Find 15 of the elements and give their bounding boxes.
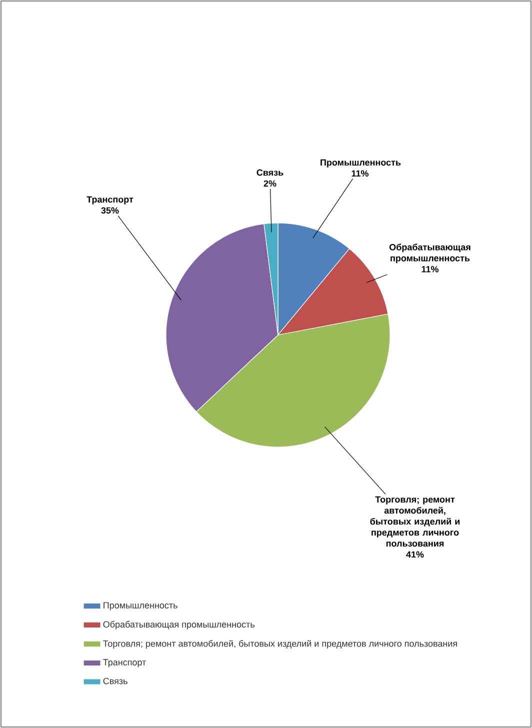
data-label: 11% <box>422 266 439 272</box>
legend-label: Транспорт <box>103 659 146 668</box>
data-label: 41% <box>406 551 424 558</box>
slice-label: Промышленность <box>320 159 401 168</box>
slice-label: Транспорт <box>86 196 134 204</box>
data-label: 11% <box>352 170 369 177</box>
slice-label: Торговля; ремонт автомобилей, бытовых изделий и предметов личного пользования <box>370 496 460 547</box>
legend-label: Связь <box>103 678 128 684</box>
legend-label: Торговля; ремонт автомобилей, бытовых изделий и предметов личного пользования <box>103 640 457 649</box>
data-label: 35% <box>101 207 119 214</box>
legend-label: Обрабатывающая промышленность <box>103 620 255 630</box>
slice-label: Связь <box>256 169 284 176</box>
slice-label: Обрабатывающая промышленность <box>389 244 470 264</box>
data-label: 2% <box>264 180 276 187</box>
legend-label: Промышленность <box>104 602 178 610</box>
